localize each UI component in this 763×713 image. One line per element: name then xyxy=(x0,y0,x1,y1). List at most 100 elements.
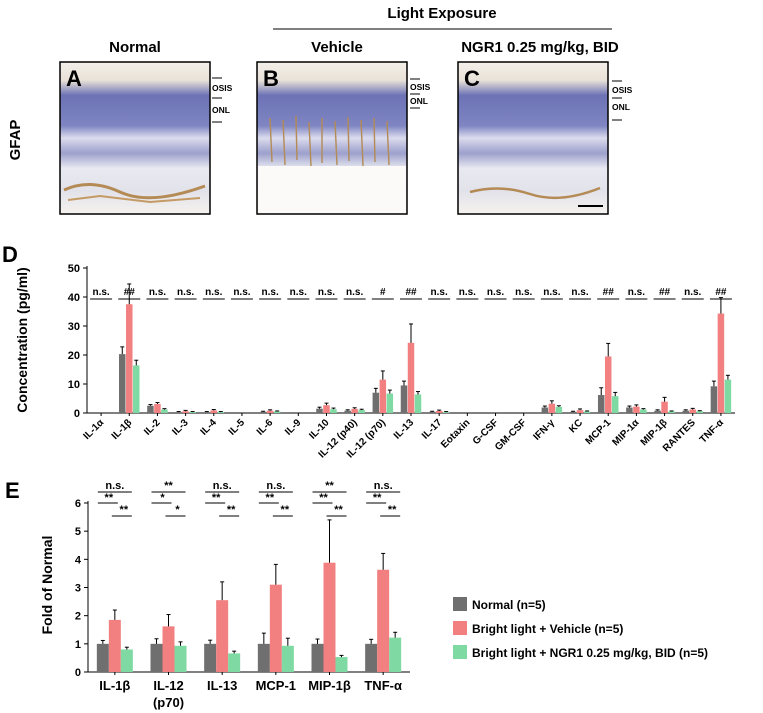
bar-vehicle xyxy=(323,562,336,672)
significance-right: ** xyxy=(388,504,397,516)
bar-vehicle xyxy=(377,569,390,672)
bar-ngr1 xyxy=(442,412,450,413)
bar-ngr1 xyxy=(161,409,168,413)
legend-label-normal: Normal (n=5) xyxy=(472,598,546,612)
significance-label: n.s. xyxy=(628,287,645,298)
bar-vehicle xyxy=(126,304,133,413)
bar-ngr1 xyxy=(273,411,281,413)
bar-vehicle xyxy=(717,313,725,413)
y-tick-label: 40 xyxy=(68,292,80,304)
significance-label: n.s. xyxy=(487,287,504,298)
bar-normal xyxy=(372,392,380,413)
bar-normal xyxy=(204,643,217,672)
significance-right: ** xyxy=(227,504,236,516)
significance-label: ## xyxy=(659,287,671,298)
bar-normal xyxy=(259,411,267,413)
significance-label: n.s. xyxy=(543,287,560,298)
significance-right: ** xyxy=(334,504,343,516)
x-tick-label: MCP-1 xyxy=(256,678,296,693)
bar-vehicle xyxy=(661,401,668,413)
bar-normal xyxy=(150,643,163,672)
legend-swatch-normal xyxy=(453,597,467,611)
legend-label-vehicle: Bright light + Vehicle (n=5) xyxy=(472,622,623,636)
bar-normal xyxy=(541,407,549,413)
x-tick-label: IL-10 xyxy=(307,417,332,442)
significance-label: ## xyxy=(715,287,727,298)
y-tick-label: 0 xyxy=(74,408,80,420)
x-tick-label: MIP-1α xyxy=(611,417,643,449)
bar-ngr1 xyxy=(228,653,241,672)
bar-vehicle xyxy=(269,584,282,672)
micrograph-letter-c: C xyxy=(464,66,480,91)
bar-normal xyxy=(569,411,577,413)
significance-left: ** xyxy=(105,492,114,504)
significance-top: n.s. xyxy=(105,480,124,492)
layer-label-osis: OSIS xyxy=(410,82,431,92)
bar-ngr1 xyxy=(217,412,225,413)
bar-normal xyxy=(203,412,211,413)
bar-normal xyxy=(682,410,689,413)
x-tick-label: KC xyxy=(567,417,585,435)
column-title-vehicle: Vehicle xyxy=(311,39,363,56)
significance-left: ** xyxy=(266,492,275,504)
bar-normal xyxy=(400,385,408,413)
layer-labels-b: OSIS ONL xyxy=(410,78,431,109)
significance-top: ** xyxy=(164,480,173,492)
significance-label: n.s. xyxy=(515,287,532,298)
column-title-ngr1: NGR1 0.25 mg/kg, BID xyxy=(461,39,619,56)
bar-ngr1 xyxy=(611,396,619,413)
bar-ngr1 xyxy=(696,411,703,413)
x-tick-label: IL-2 xyxy=(142,417,163,438)
bar-vehicle xyxy=(323,405,330,413)
layer-label-onl: ONL xyxy=(212,105,230,115)
significance-left: * xyxy=(160,492,165,504)
bar-vehicle xyxy=(182,411,189,413)
x-tick-label: IL-1β xyxy=(110,417,135,442)
chart-e: 0 1 2 3 4 5 6 IL-1β IL-12 (p70) IL-13 MCP-1 MIP-1β TN… xyxy=(75,480,410,710)
bar-ngr1 xyxy=(668,411,675,413)
significance-left: ** xyxy=(212,492,221,504)
bar-normal xyxy=(344,410,351,413)
x-tick-label: IL-17 xyxy=(420,417,445,442)
significance-label: n.s. xyxy=(290,287,307,298)
bar-normal xyxy=(147,405,154,413)
bar-normal xyxy=(175,412,182,413)
bar-normal xyxy=(626,407,633,413)
x-tick-label: MCP-1 xyxy=(584,417,614,447)
x-tick-label: IL-5 xyxy=(227,417,248,438)
bar-ngr1 xyxy=(414,394,422,413)
legend-swatch-vehicle xyxy=(453,621,467,635)
panel-label-e: E xyxy=(5,478,20,503)
x-tick-label: IL-1α xyxy=(82,417,107,442)
bar-vehicle xyxy=(108,619,121,672)
significance-right: ** xyxy=(281,504,290,516)
bar-ngr1 xyxy=(335,657,348,672)
bar-vehicle xyxy=(689,409,696,413)
bar-vehicle xyxy=(548,403,556,413)
bar-ngr1 xyxy=(330,409,337,413)
y-tick-label: 30 xyxy=(68,321,80,333)
x-tick-label: (p70) xyxy=(153,695,184,710)
x-tick-label: IL-1β xyxy=(99,678,130,693)
bar-vehicle xyxy=(162,626,175,672)
x-tick-label: IL-6 xyxy=(255,417,276,438)
significance-label: ## xyxy=(124,287,136,298)
significance-top: n.s. xyxy=(266,480,285,492)
bar-normal xyxy=(316,408,323,413)
chart-d: 0 10 20 30 40 50 IL-1α IL-1β IL-2 IL-3 IL-4 IL-5 IL-… xyxy=(68,263,735,460)
bar-normal xyxy=(597,395,605,413)
bar-vehicle xyxy=(407,342,415,413)
light-exposure-heading: Light Exposure xyxy=(387,5,496,22)
chart-e-ylabel: Fold of Normal xyxy=(39,536,55,635)
x-tick-label: TNF-α xyxy=(698,417,727,446)
bar-ngr1 xyxy=(555,406,563,413)
significance-label: n.s. xyxy=(205,287,222,298)
bar-vehicle xyxy=(604,356,612,413)
column-title-normal: Normal xyxy=(109,39,161,56)
bar-vehicle xyxy=(633,406,640,413)
layer-labels-a: OSIS ONL xyxy=(212,77,233,123)
bar-ngr1 xyxy=(281,645,294,672)
layer-label-onl: ONL xyxy=(612,102,630,112)
significance-top: n.s. xyxy=(213,480,232,492)
